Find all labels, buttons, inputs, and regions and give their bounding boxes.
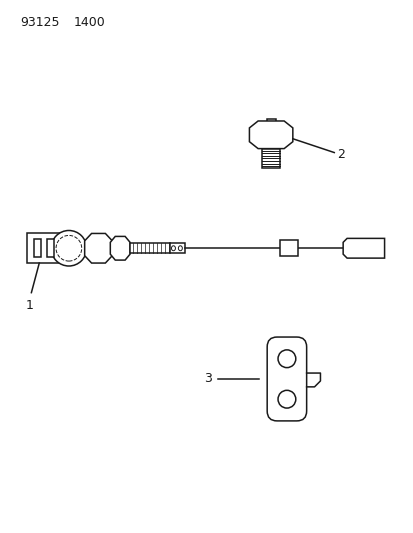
- Polygon shape: [342, 238, 384, 258]
- Ellipse shape: [178, 246, 182, 251]
- Circle shape: [278, 390, 295, 408]
- Bar: [27, 233, 67, 263]
- Bar: [169, 244, 185, 253]
- Bar: [261, 149, 279, 168]
- Bar: [130, 244, 169, 253]
- Polygon shape: [85, 233, 112, 263]
- Text: 2: 2: [337, 148, 344, 161]
- Circle shape: [56, 236, 81, 261]
- Ellipse shape: [171, 246, 175, 251]
- Bar: [34, 239, 41, 257]
- Circle shape: [278, 350, 295, 368]
- Bar: [47, 239, 54, 257]
- Text: 3: 3: [204, 373, 211, 385]
- Text: 1: 1: [26, 298, 33, 312]
- Polygon shape: [110, 237, 130, 260]
- Bar: [266, 119, 275, 133]
- FancyBboxPatch shape: [266, 337, 306, 421]
- Polygon shape: [249, 121, 292, 149]
- Text: 1400: 1400: [74, 17, 105, 29]
- Circle shape: [51, 230, 86, 266]
- Text: 93125: 93125: [21, 17, 60, 29]
- Bar: [279, 240, 297, 256]
